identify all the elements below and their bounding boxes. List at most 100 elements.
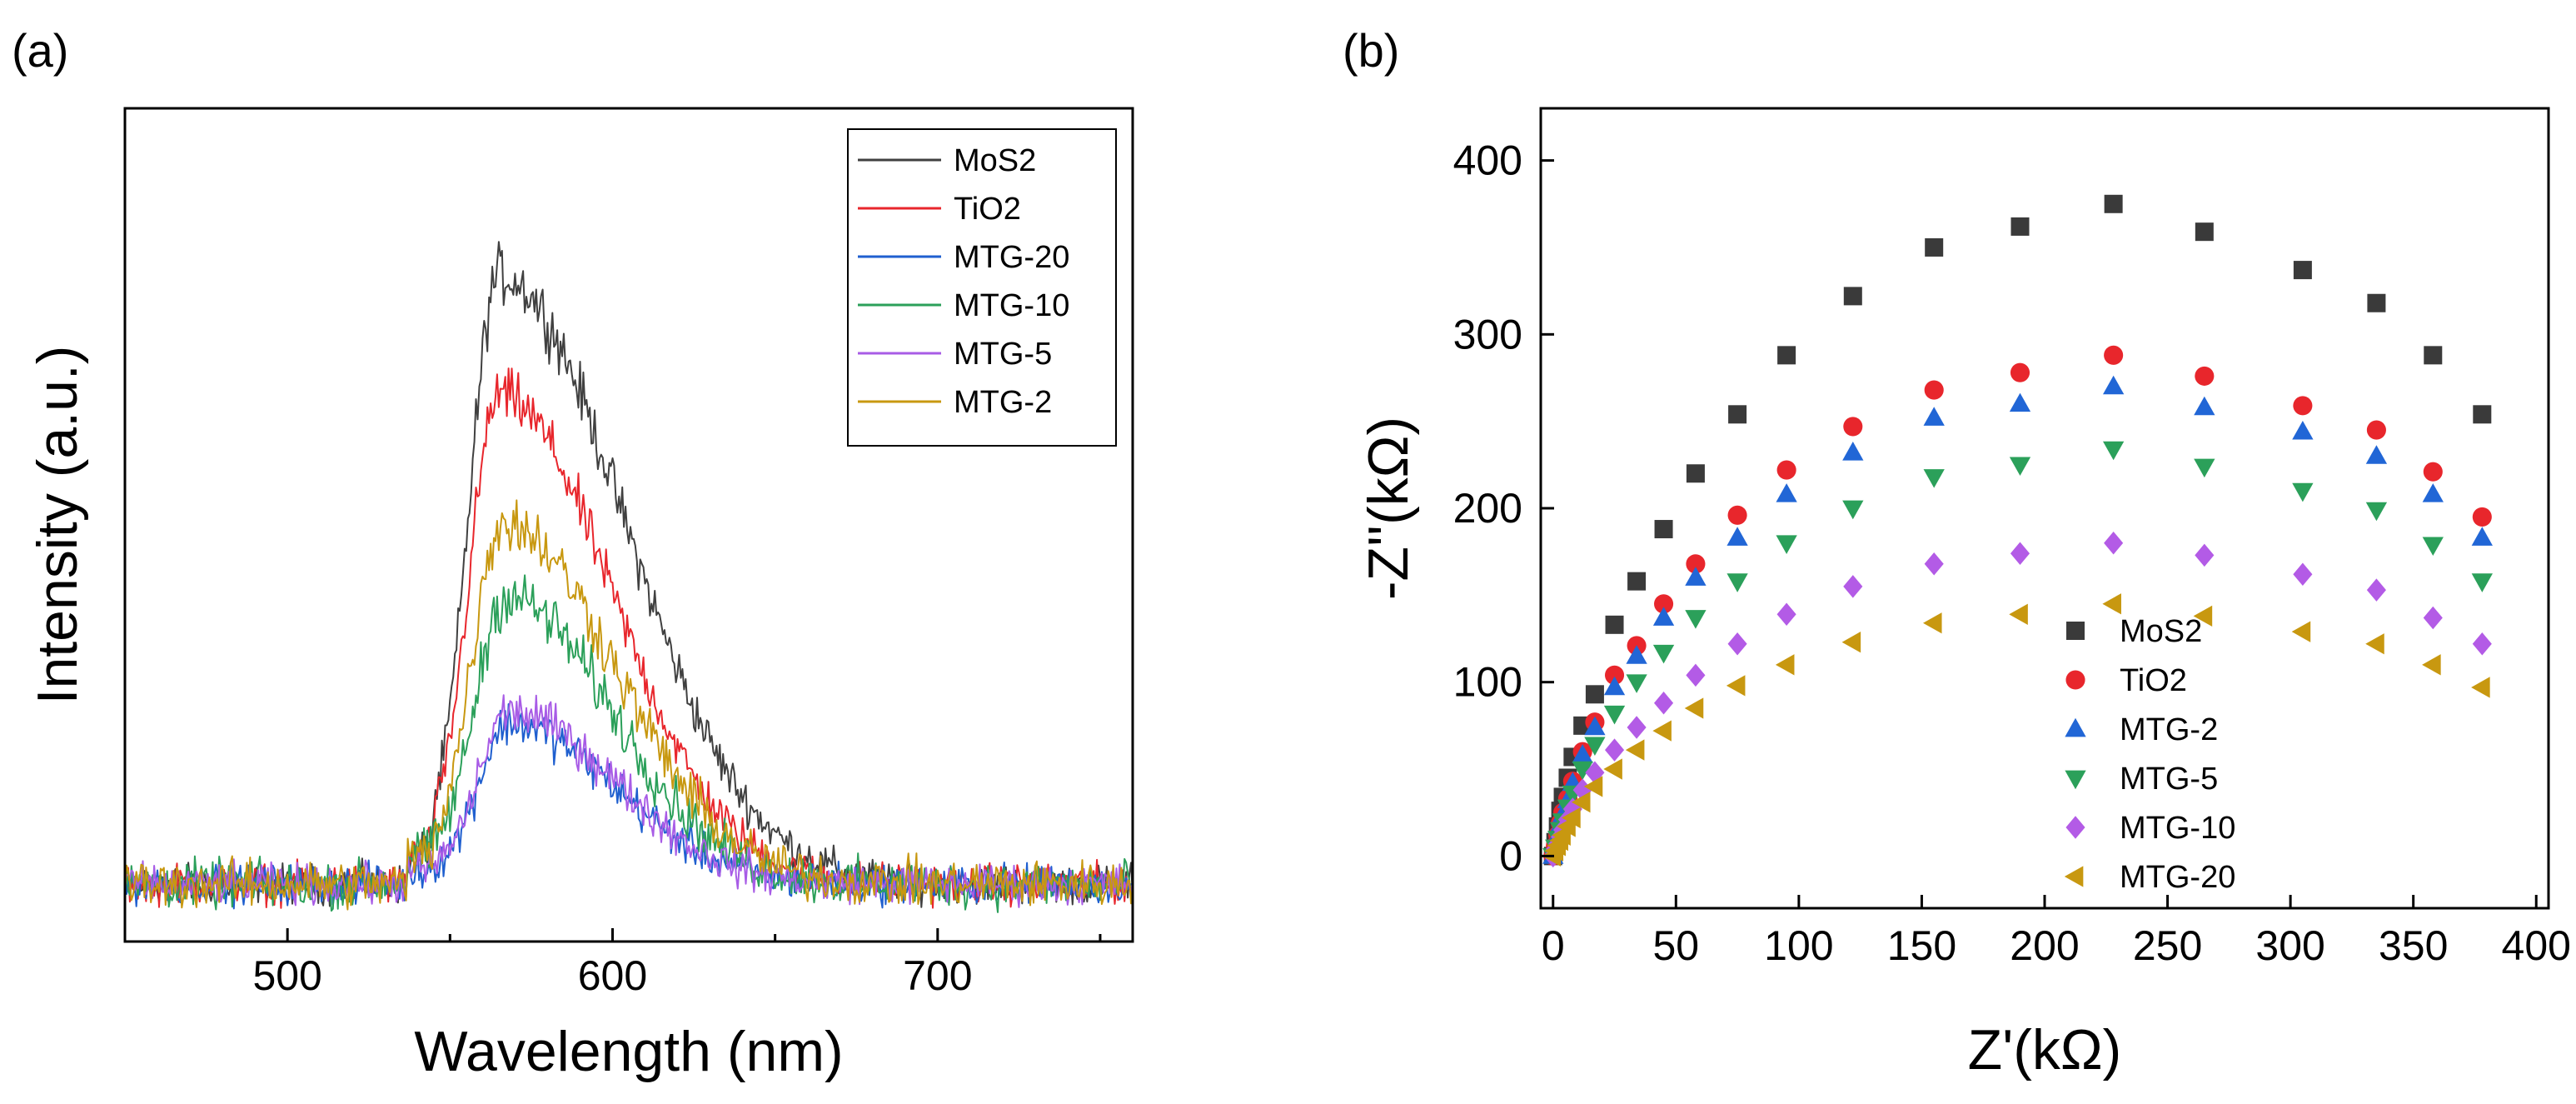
- panel-a-label: (a): [12, 24, 68, 77]
- data-point-mos2: [1585, 685, 1604, 704]
- data-point-mtg-10: [1654, 691, 1674, 715]
- x-tick-label: 350: [2379, 922, 2448, 969]
- legend-label-mtg-2: MTG-2: [954, 385, 1052, 420]
- data-point-tio2: [1776, 460, 1796, 480]
- data-point-mtg-5: [2422, 537, 2444, 557]
- x-tick-label: 100: [1764, 922, 1833, 969]
- y-tick-label: 0: [1499, 832, 1522, 879]
- legend-marker-tio2: [2065, 670, 2085, 690]
- legend-label-mtg-20: MTG-20: [2120, 860, 2235, 895]
- eis-points: [1542, 194, 2493, 868]
- pl-lines: [124, 241, 1134, 913]
- panel-a: (a) 500 600 700 Wavelength (nm) Intensity …: [12, 24, 1134, 1083]
- panel-b-label: (b): [1343, 24, 1399, 77]
- legend-label-mtg-2: MTG-2: [2120, 712, 2218, 747]
- data-point-mtg-10: [2423, 606, 2443, 630]
- panel-b-x-axis-title: Z'(kΩ): [1968, 1018, 2122, 1082]
- data-point-mos2: [1605, 615, 1624, 634]
- data-point-tio2: [1727, 505, 1747, 525]
- pl-line-tio2: [124, 367, 1134, 909]
- data-point-mtg-5: [1626, 674, 1647, 693]
- data-point-mtg-5: [1776, 535, 1797, 554]
- data-point-mtg-20: [1775, 654, 1795, 676]
- data-point-mtg-10: [2104, 531, 2124, 555]
- data-point-mos2: [1777, 346, 1796, 365]
- y-tick-label: 400: [1453, 137, 1522, 184]
- legend-marker-mtg-10: [2065, 816, 2085, 839]
- data-point-mtg-2: [1584, 716, 1606, 736]
- data-point-mtg-5: [2009, 457, 2031, 477]
- data-point-mos2: [1686, 464, 1705, 483]
- data-point-mtg-5: [2194, 458, 2215, 478]
- data-point-mtg-5: [2102, 441, 2125, 461]
- data-point-mtg-2: [1776, 483, 1797, 502]
- data-point-tio2: [1654, 594, 1674, 614]
- legend-label-mos2: MoS2: [2120, 614, 2202, 649]
- x-tick-label: 50: [1653, 922, 1700, 969]
- legend-label-mos2: MoS2: [954, 143, 1036, 178]
- data-point-tio2: [2104, 345, 2124, 365]
- data-point-mtg-10: [1727, 632, 1747, 656]
- data-point-mtg-20: [1726, 675, 1746, 697]
- data-point-mtg-20: [2365, 633, 2384, 655]
- data-point-mtg-20: [1841, 632, 1861, 653]
- data-point-tio2: [2472, 507, 2492, 527]
- data-point-mtg-10: [1924, 552, 1944, 576]
- data-point-mos2: [1843, 287, 1862, 306]
- data-point-mtg-2: [2292, 420, 2314, 440]
- data-point-mtg-2: [1572, 744, 1593, 763]
- data-point-tio2: [2366, 420, 2386, 440]
- panel-a-frame: [123, 107, 1134, 943]
- y-tick-label: 200: [1453, 485, 1522, 532]
- legend-marker-mtg-5: [2065, 770, 2086, 790]
- data-point-mos2: [1728, 405, 1747, 424]
- panel-b: (b) 0 50 100 150 200 250 300 350 400 0 100 200 300 4…: [1343, 24, 2571, 1082]
- legend-marker-mtg-20: [2064, 866, 2084, 887]
- data-point-mtg-2: [1726, 527, 1748, 546]
- pl-line-mtg-2: [124, 499, 1134, 911]
- data-point-mos2: [2367, 293, 2386, 312]
- x-tick-label: 250: [2133, 922, 2202, 969]
- data-point-mtg-10: [1843, 575, 1863, 598]
- data-point-mtg-5: [1652, 644, 1675, 664]
- data-point-mtg-2: [1626, 645, 1647, 664]
- data-point-mtg-20: [1652, 720, 1672, 742]
- x-tick-label: 300: [2255, 922, 2324, 969]
- data-point-mtg-2: [2365, 445, 2388, 464]
- x-tick-label: 0: [1542, 922, 1565, 969]
- data-point-mtg-10: [1604, 738, 1625, 762]
- data-point-mos2: [2424, 346, 2443, 365]
- data-point-mtg-10: [2010, 542, 2030, 566]
- data-point-mtg-5: [2292, 482, 2314, 502]
- data-point-mtg-5: [1685, 610, 1707, 629]
- data-point-mtg-2: [1923, 407, 1945, 426]
- data-point-mtg-5: [2471, 573, 2493, 592]
- legend-label-mtg-5: MTG-5: [2120, 762, 2218, 797]
- legend-label-mtg-5: MTG-5: [954, 337, 1052, 372]
- data-point-mos2: [2195, 222, 2214, 242]
- data-point-mtg-20: [2291, 621, 2311, 642]
- legend-label-mtg-20: MTG-20: [954, 240, 1069, 275]
- legend-label-mtg-10: MTG-10: [2120, 811, 2235, 846]
- panel-a-x-ticks: 500 600 700: [123, 928, 1102, 999]
- data-point-mtg-2: [1652, 607, 1675, 626]
- pl-line-mtg-5: [124, 694, 1134, 908]
- y-tick-label: 100: [1453, 659, 1522, 706]
- data-point-mtg-20: [1684, 697, 1704, 719]
- data-point-mtg-20: [2009, 603, 2028, 625]
- panel-a-y-axis-title: Intensity (a.u.): [26, 346, 89, 705]
- data-point-mtg-20: [2422, 654, 2441, 676]
- x-tick-label: 500: [252, 952, 321, 999]
- data-point-mtg-5: [1572, 761, 1593, 781]
- panel-b-y-ticks: 0 100 200 300 400: [1453, 137, 1554, 879]
- panel-a-legend: MoS2 TiO2 MTG-20 MTG-10 MTG-5 MTG-2: [847, 128, 1117, 447]
- data-point-mtg-2: [1603, 676, 1626, 696]
- data-point-tio2: [2195, 366, 2215, 386]
- y-tick-label: 300: [1453, 311, 1522, 357]
- data-point-mtg-10: [2195, 543, 2215, 567]
- legend-label-tio2: TiO2: [2120, 663, 2187, 698]
- data-point-mtg-2: [2009, 392, 2031, 412]
- data-point-mtg-5: [1842, 500, 1864, 520]
- data-point-mtg-10: [2293, 562, 2313, 587]
- data-point-mtg-10: [1627, 716, 1647, 739]
